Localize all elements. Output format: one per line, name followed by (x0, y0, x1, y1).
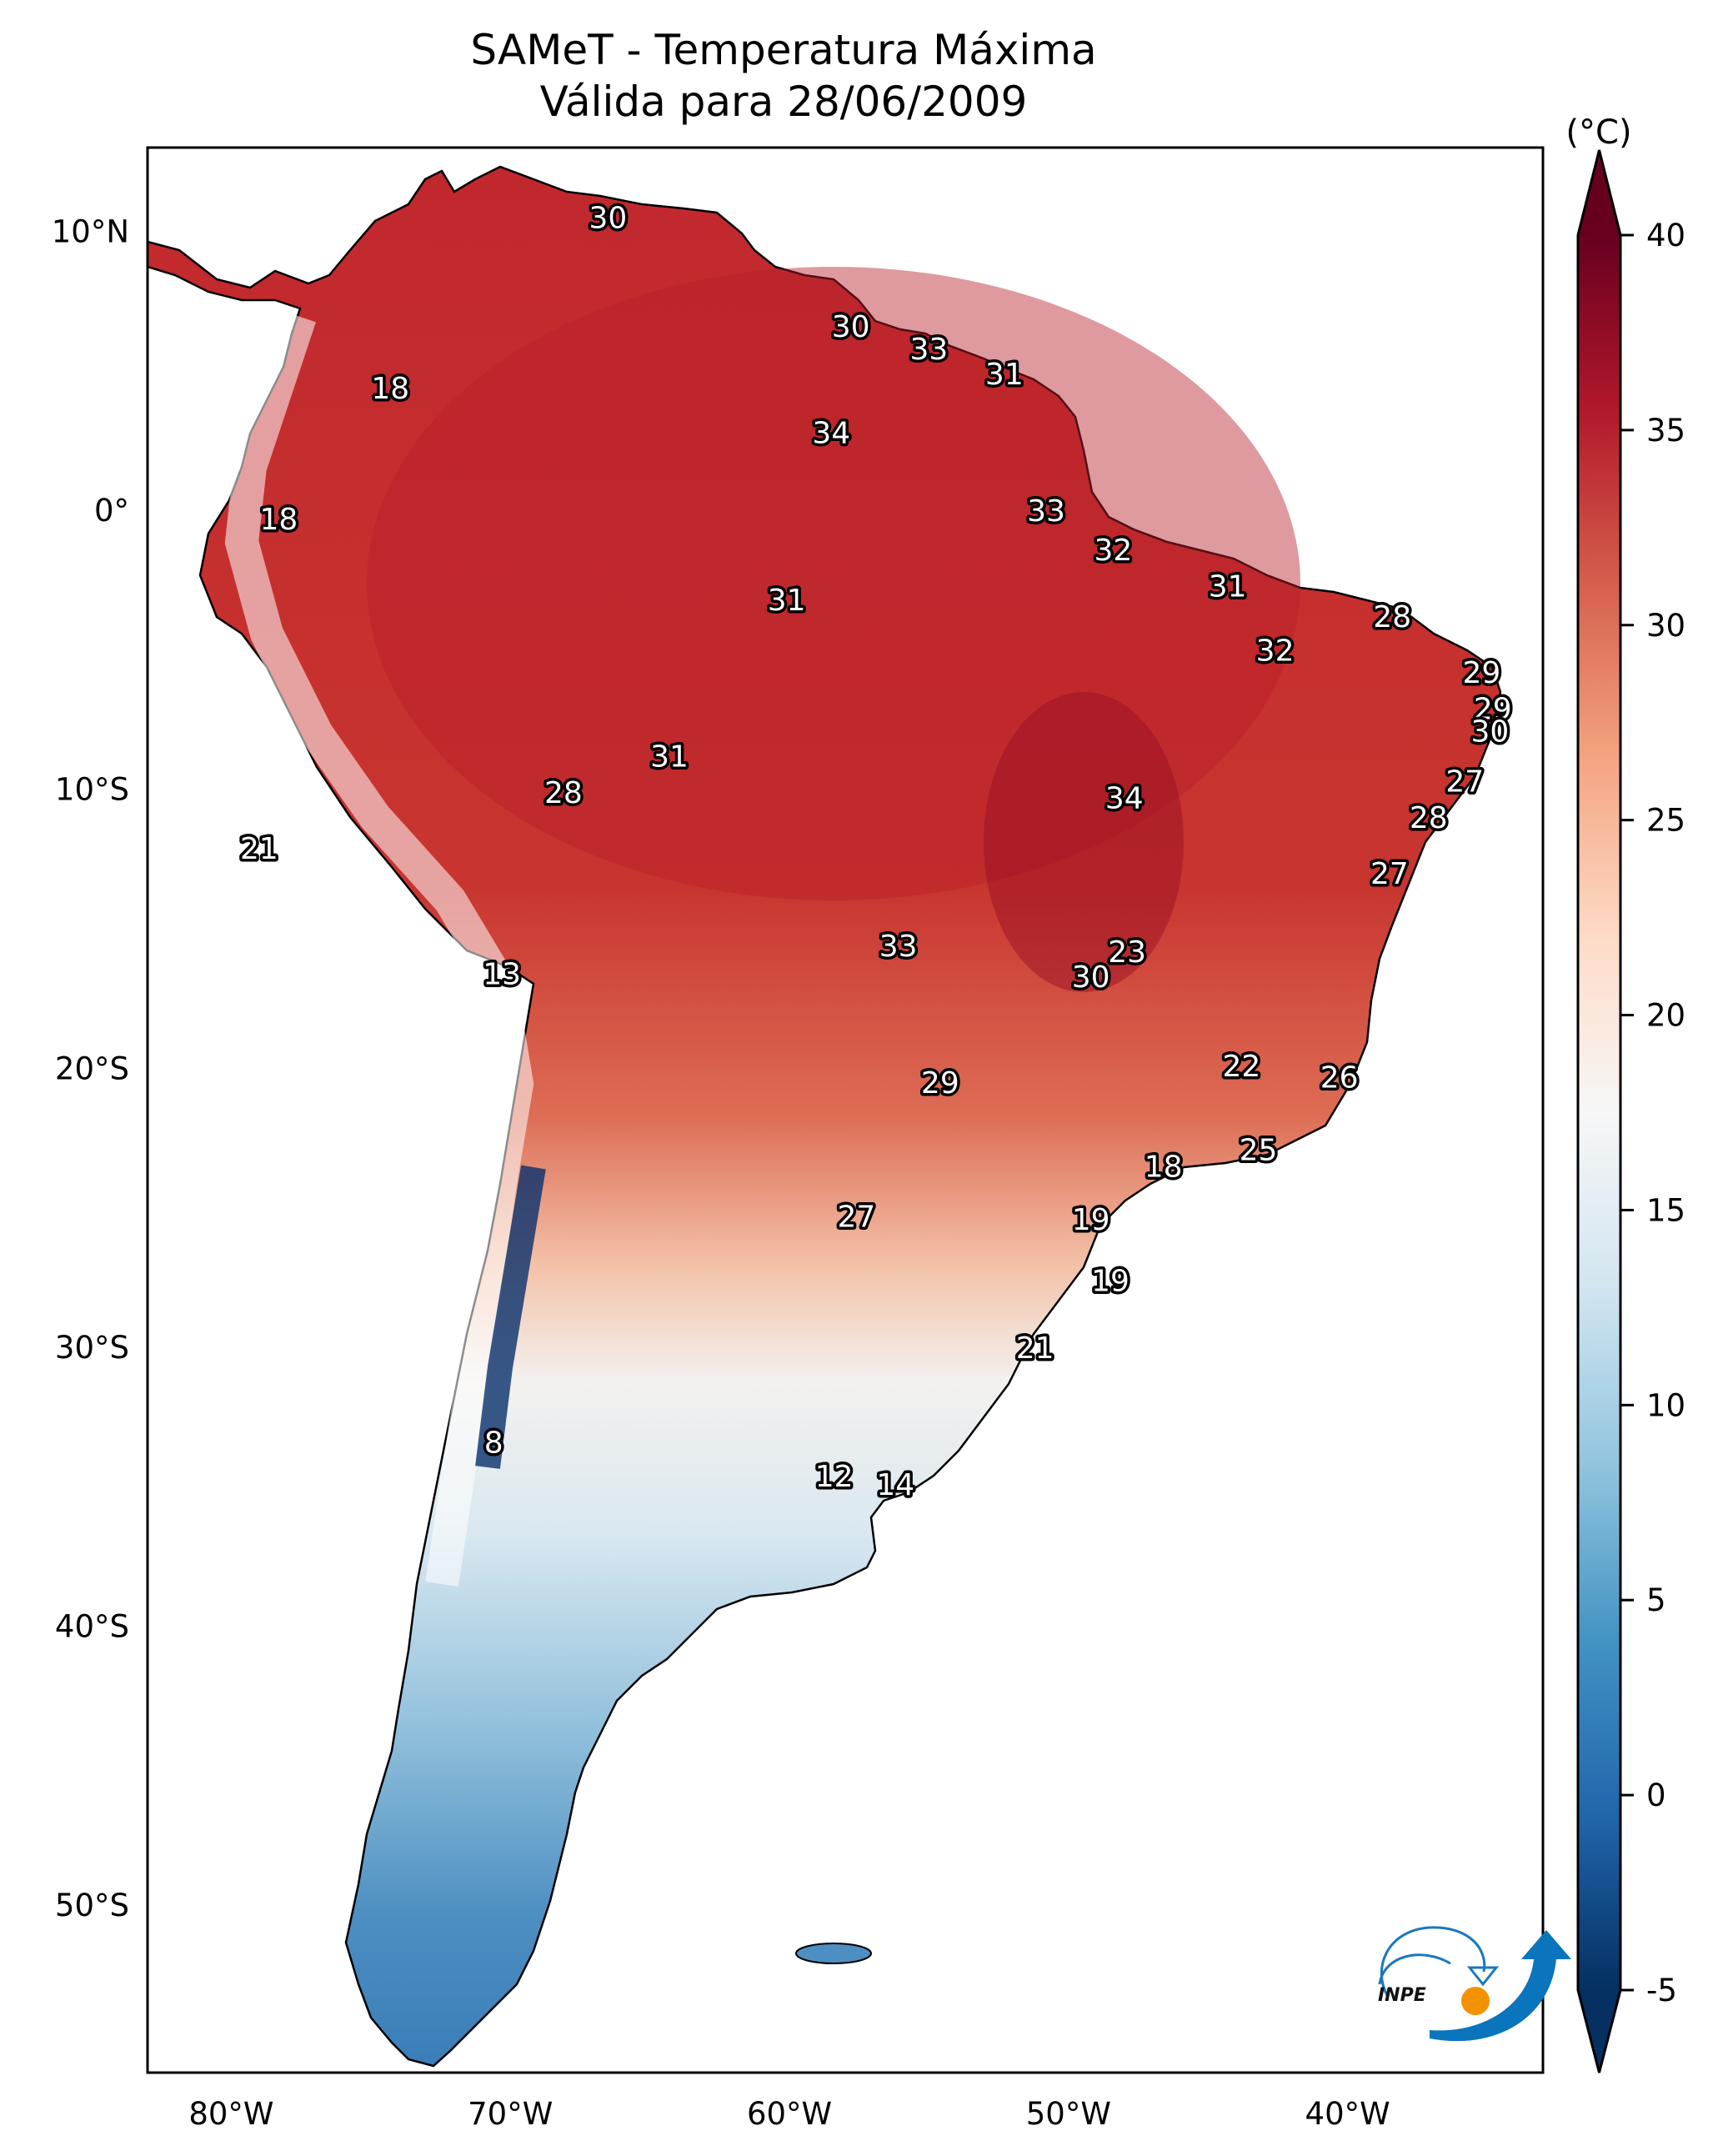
temperature-label: 26 (1320, 1060, 1359, 1095)
temperature-label: 19 (1091, 1265, 1129, 1299)
temperature-label: 33 (879, 930, 918, 964)
y-axis: 10°N 0° 10°S 20°S 30°S 40°S 50°S (52, 213, 129, 1923)
y-tick-label: 10°S (55, 772, 129, 808)
colorbar-tick-label: 20 (1646, 998, 1685, 1034)
temperature-label: 27 (1370, 857, 1409, 891)
andes-cool-strip (224, 311, 534, 1587)
map-frame (146, 146, 1545, 2074)
temperature-label: 32 (1256, 634, 1295, 668)
colorbar-tick-label: 35 (1646, 413, 1685, 449)
y-tick-label: 30°S (55, 1330, 129, 1366)
logo-swirl-inner (1378, 1953, 1451, 1985)
temperature-label: 18 (259, 503, 298, 537)
falkland-islands (795, 1943, 872, 1964)
y-tick-label: 20°S (55, 1050, 129, 1086)
x-tick-label: 50°W (1026, 2096, 1111, 2132)
temperature-label: 30 (1072, 960, 1110, 995)
temperature-label: 25 (1240, 1133, 1278, 1167)
temperature-label: 33 (910, 333, 949, 367)
colorbar-tick-label: 0 (1646, 1777, 1666, 1813)
y-tick-label: 0° (94, 493, 129, 529)
temperature-label: 29 (1462, 656, 1500, 690)
colorbar-extend-min (1578, 1990, 1620, 2073)
andes-cold-core (475, 1165, 546, 1469)
temperature-label: 13 (483, 958, 521, 992)
y-tick-label: 50°S (55, 1888, 129, 1923)
temperature-label: 29 (1474, 693, 1512, 727)
x-tick-label: 70°W (468, 2096, 553, 2132)
temperature-label: 31 (650, 740, 689, 775)
temperature-label: 31 (1209, 569, 1247, 604)
colorbar-tick-label: 10 (1646, 1387, 1685, 1423)
y-tick-label: 40°S (55, 1609, 129, 1645)
x-tick-label: 40°W (1305, 2096, 1390, 2132)
hot-core (984, 692, 1184, 992)
temperature-label: 12 (815, 1460, 854, 1494)
temperature-label: 29 (921, 1066, 959, 1101)
chart-subtitle: Válida para 28/06/2009 (539, 78, 1028, 126)
logo-sun (1461, 1987, 1490, 2015)
colorbar-tick-label: 15 (1646, 1192, 1685, 1228)
temperature-label: 28 (1373, 600, 1411, 634)
temperature-label: 14 (876, 1468, 914, 1502)
temperature-label: 34 (1105, 782, 1144, 816)
temperature-label: 30 (832, 310, 870, 344)
temperature-label: 30 (589, 202, 628, 236)
temperature-label: 8 (484, 1426, 503, 1461)
logo-text: INPE (1378, 1985, 1426, 2006)
temperature-label: 32 (1094, 534, 1133, 568)
temperature-label: 27 (1445, 765, 1484, 800)
temperature-label: 18 (1144, 1150, 1183, 1184)
colorbar-ticks: 40 35 30 25 20 15 10 5 0 -5 (1620, 218, 1685, 2008)
map-area (148, 165, 1502, 2068)
chart-title: SAMeT - Temperatura Máxima (470, 26, 1097, 74)
y-tick-label: 10°N (52, 213, 129, 249)
colorbar-unit-label: (°C) (1565, 113, 1631, 152)
temperature-label: 31 (768, 584, 806, 618)
temperature-label: 33 (1027, 494, 1065, 529)
x-tick-label: 80°W (188, 2096, 273, 2132)
south-america-landmass (148, 165, 1502, 2068)
logo-arrow-up (1430, 1930, 1571, 2042)
temperature-label: 21 (1016, 1331, 1054, 1366)
colorbar-body (1578, 235, 1620, 1990)
temperature-label: 18 (371, 372, 409, 406)
colorbar-tick-label: 25 (1646, 803, 1685, 839)
colorbar-tick-label: -5 (1646, 1973, 1677, 2008)
temperature-label: 23 (1108, 935, 1146, 970)
temperature-label: 31 (985, 358, 1024, 392)
temperature-label: 30 (1470, 714, 1509, 749)
x-axis: 80°W 70°W 60°W 50°W 40°W (188, 2096, 1390, 2132)
logo-swirl-outer (1380, 1926, 1486, 1998)
temperature-label: 34 (812, 416, 850, 450)
inpe-logo: INPE (1378, 1926, 1571, 2042)
temperature-label: 19 (1072, 1203, 1110, 1237)
colorbar: 40 35 30 25 20 15 10 5 0 -5 (°C) (1565, 113, 1685, 2073)
temperature-label: 21 (240, 832, 278, 866)
temperature-label: 28 (1410, 801, 1448, 835)
colorbar-extend-max (1578, 150, 1620, 235)
logo-arrow-down (1466, 1966, 1500, 1987)
temperature-label: 22 (1223, 1050, 1261, 1084)
temperature-label: 28 (544, 776, 583, 810)
x-tick-label: 60°W (747, 2096, 832, 2132)
temperature-label: 27 (837, 1201, 875, 1235)
colorbar-tick-label: 30 (1646, 608, 1685, 644)
colorbar-tick-label: 5 (1646, 1582, 1666, 1618)
colorbar-tick-label: 40 (1646, 218, 1685, 253)
